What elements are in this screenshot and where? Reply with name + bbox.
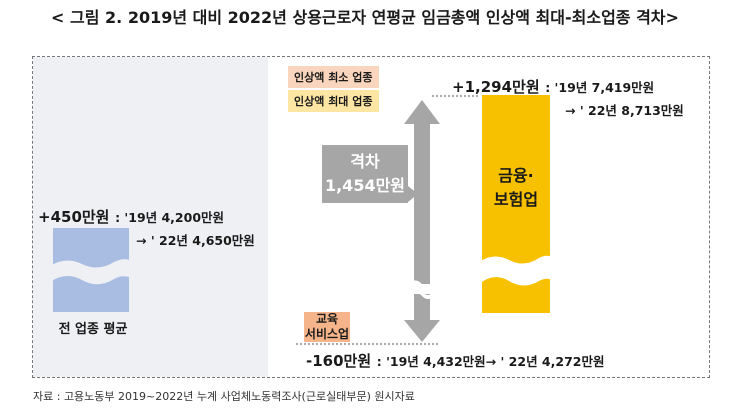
gap-label: 격차 1,454만원 xyxy=(322,150,408,198)
gap-arrow xyxy=(404,100,440,342)
average-bar-label: 전 업종 평균 xyxy=(58,322,128,337)
finance-increase: +1,294만원 xyxy=(452,78,540,96)
finance-bar-break xyxy=(479,255,553,286)
finance-bar-label-1: 금융· xyxy=(498,166,534,185)
chart-title: < 그림 2. 2019년 대비 2022년 상용근로자 연평균 임금총액 인상… xyxy=(51,8,679,27)
education-bar-label-1: 교육 xyxy=(315,312,339,326)
education-bar xyxy=(304,312,350,342)
average-bar-break xyxy=(50,259,132,285)
finance-to: → ' 22년 8,713만원 xyxy=(565,103,684,118)
education-detail: : '19년 4,432만원→ ' 22년 4,272만원 xyxy=(376,354,605,369)
legend-max-industry: 인상액 최대 업종 xyxy=(288,90,379,112)
gap-label-value: 1,454만원 xyxy=(324,176,406,195)
finance-bar-label: 금융· 보험업 xyxy=(482,164,550,212)
gap-label-title: 격차 xyxy=(350,152,380,171)
education-bar-label: 교육 서비스업 xyxy=(298,312,356,342)
gap-callout-box xyxy=(322,145,418,203)
finance-annotation: +1,294만원 : '19년 7,419만원 xyxy=(452,76,654,97)
finance-from: : '19년 7,419만원 xyxy=(545,80,655,95)
average-to: → ' 22년 4,650만원 xyxy=(136,233,255,248)
source-note: 자료 : 고용노동부 2019~2022년 누계 사업체노동력조사(근로실태부문… xyxy=(33,390,415,403)
legend-min-industry: 인상액 최소 업종 xyxy=(288,66,379,88)
finance-bar-label-2: 보험업 xyxy=(493,190,539,209)
average-from: : '19년 4,200만원 xyxy=(115,210,225,225)
education-annotation: -160만원 : '19년 4,432만원→ ' 22년 4,272만원 xyxy=(306,350,604,371)
average-panel-background xyxy=(33,57,268,377)
average-increase: +450만원 xyxy=(38,208,110,226)
education-bar-label-2: 서비스업 xyxy=(304,327,350,341)
chart-frame xyxy=(32,56,710,378)
average-annotation: +450만원 : '19년 4,200만원 xyxy=(38,206,224,227)
education-change: -160만원 xyxy=(306,352,372,370)
